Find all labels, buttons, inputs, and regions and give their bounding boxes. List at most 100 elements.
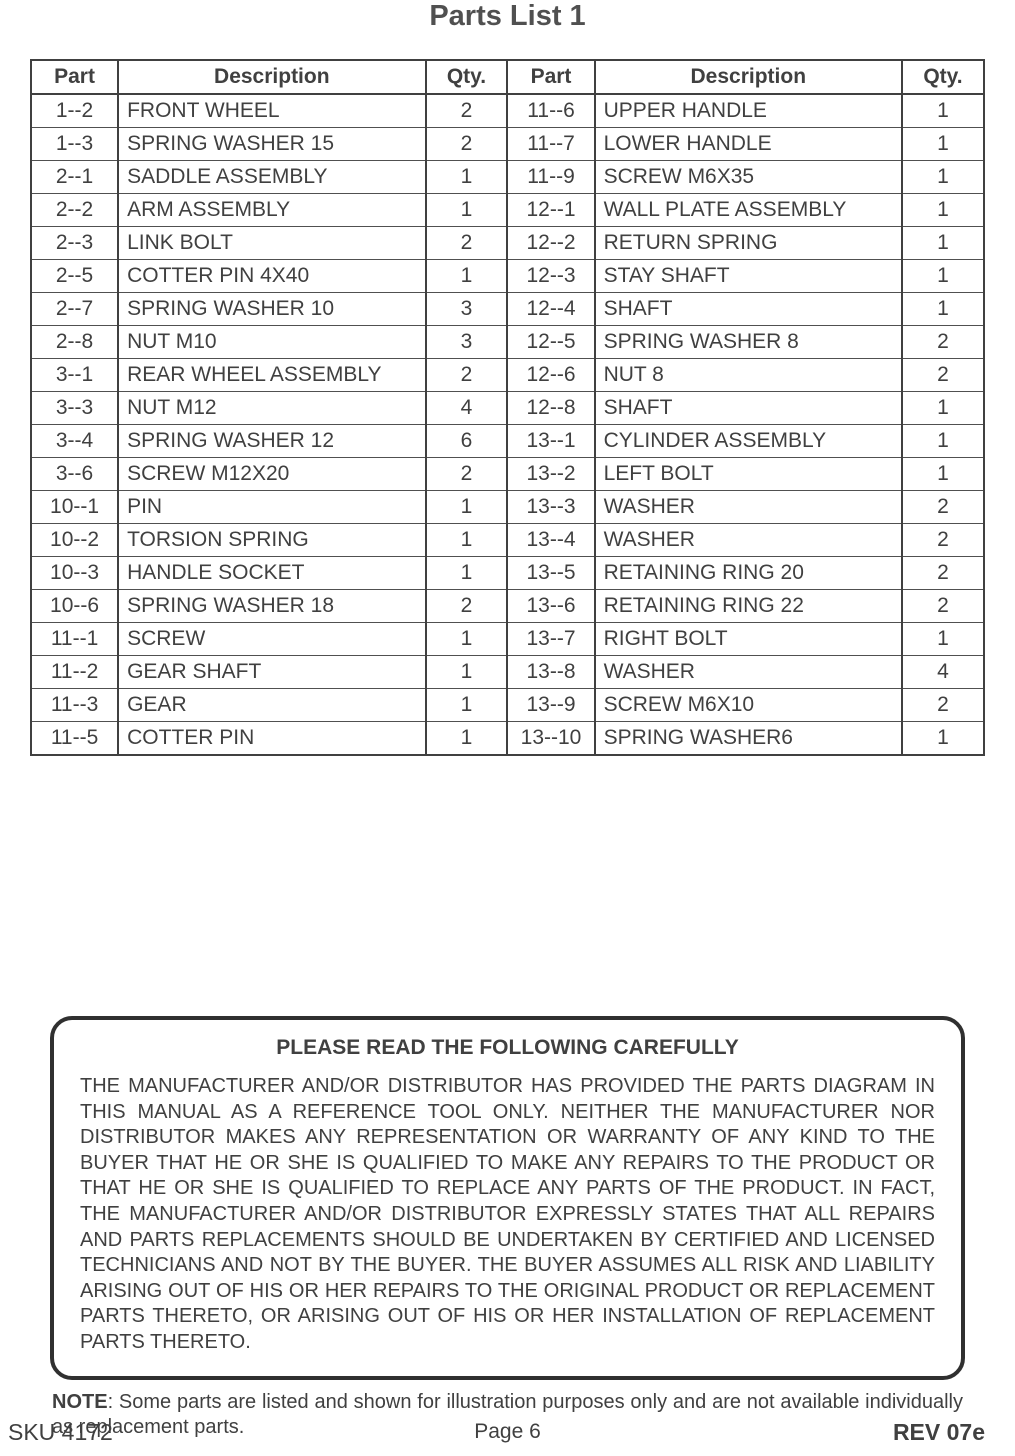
cell-qty: 1	[902, 227, 984, 260]
cell-part: 10--6	[31, 590, 118, 623]
cell-part: 13--2	[507, 458, 594, 491]
cell-part: 1--2	[31, 94, 118, 128]
cell-qty: 1	[426, 722, 508, 756]
cell-desc: SHAFT	[595, 392, 902, 425]
header-qty-left: Qty.	[426, 60, 508, 94]
cell-part: 12--8	[507, 392, 594, 425]
cell-desc: SPRING WASHER 8	[595, 326, 902, 359]
cell-desc: SPRING WASHER6	[595, 722, 902, 756]
notice-box: PLEASE READ THE FOLLOWING CAREFULLY THE …	[50, 1016, 965, 1380]
table-row: 10--3HANDLE SOCKET113--5RETAINING RING 2…	[31, 557, 984, 590]
cell-desc: RETURN SPRING	[595, 227, 902, 260]
table-row: 10--2TORSION SPRING113--4WASHER2	[31, 524, 984, 557]
page-title: Parts List 1	[30, 0, 985, 33]
cell-qty: 2	[426, 227, 508, 260]
cell-part: 11--3	[31, 689, 118, 722]
cell-qty: 1	[426, 491, 508, 524]
cell-part: 12--4	[507, 293, 594, 326]
cell-part: 2--5	[31, 260, 118, 293]
table-row: 3--3NUT M12412--8SHAFT1	[31, 392, 984, 425]
header-desc-left: Description	[118, 60, 425, 94]
cell-qty: 2	[426, 590, 508, 623]
cell-desc: GEAR	[118, 689, 425, 722]
cell-part: 2--8	[31, 326, 118, 359]
cell-part: 11--9	[507, 161, 594, 194]
cell-desc: SADDLE ASSEMBLY	[118, 161, 425, 194]
cell-qty: 2	[902, 524, 984, 557]
cell-qty: 4	[902, 656, 984, 689]
cell-qty: 2	[902, 590, 984, 623]
page: Parts List 1 Part Description Qty. Part …	[0, 0, 1015, 1456]
cell-qty: 2	[426, 94, 508, 128]
cell-qty: 3	[426, 326, 508, 359]
cell-part: 13--10	[507, 722, 594, 756]
table-row: 2--8NUT M10312--5SPRING WASHER 82	[31, 326, 984, 359]
cell-qty: 4	[426, 392, 508, 425]
cell-qty: 1	[426, 194, 508, 227]
cell-qty: 1	[902, 722, 984, 756]
cell-part: 12--1	[507, 194, 594, 227]
table-row: 2--5COTTER PIN 4X40112--3STAY SHAFT1	[31, 260, 984, 293]
note-label: NOTE	[52, 1391, 108, 1413]
cell-desc: SCREW M12X20	[118, 458, 425, 491]
cell-desc: SPRING WASHER 15	[118, 128, 425, 161]
cell-desc: RETAINING RING 20	[595, 557, 902, 590]
cell-qty: 1	[426, 161, 508, 194]
cell-desc: NUT M10	[118, 326, 425, 359]
footer-sku: SKU 4172	[8, 1419, 113, 1446]
cell-part: 13--7	[507, 623, 594, 656]
cell-qty: 1	[426, 260, 508, 293]
cell-desc: TORSION SPRING	[118, 524, 425, 557]
cell-desc: SCREW M6X10	[595, 689, 902, 722]
cell-desc: LINK BOLT	[118, 227, 425, 260]
cell-qty: 6	[426, 425, 508, 458]
cell-qty: 1	[902, 260, 984, 293]
table-row: 3--6SCREW M12X20213--2LEFT BOLT1	[31, 458, 984, 491]
cell-desc: COTTER PIN 4X40	[118, 260, 425, 293]
cell-qty: 1	[902, 458, 984, 491]
cell-part: 10--2	[31, 524, 118, 557]
header-desc-right: Description	[595, 60, 902, 94]
cell-part: 3--6	[31, 458, 118, 491]
cell-qty: 1	[902, 94, 984, 128]
cell-qty: 1	[902, 623, 984, 656]
cell-part: 13--9	[507, 689, 594, 722]
table-row: 11--1SCREW113--7RIGHT BOLT1	[31, 623, 984, 656]
cell-desc: LEFT BOLT	[595, 458, 902, 491]
cell-part: 11--5	[31, 722, 118, 756]
cell-qty: 1	[426, 689, 508, 722]
header-part-left: Part	[31, 60, 118, 94]
cell-desc: WASHER	[595, 524, 902, 557]
cell-qty: 2	[902, 359, 984, 392]
cell-desc: UPPER HANDLE	[595, 94, 902, 128]
table-row: 11--5COTTER PIN113--10SPRING WASHER61	[31, 722, 984, 756]
footer-rev: REV 07e	[893, 1419, 985, 1446]
cell-qty: 1	[426, 524, 508, 557]
cell-part: 13--3	[507, 491, 594, 524]
table-row: 1--3SPRING WASHER 15211--7LOWER HANDLE1	[31, 128, 984, 161]
cell-qty: 2	[426, 128, 508, 161]
cell-desc: SPRING WASHER 18	[118, 590, 425, 623]
cell-qty: 1	[902, 425, 984, 458]
table-header-row: Part Description Qty. Part Description Q…	[31, 60, 984, 94]
cell-part: 13--8	[507, 656, 594, 689]
cell-qty: 2	[426, 458, 508, 491]
cell-desc: RETAINING RING 22	[595, 590, 902, 623]
cell-qty: 1	[902, 161, 984, 194]
cell-part: 10--1	[31, 491, 118, 524]
cell-qty: 1	[426, 656, 508, 689]
table-row: 2--7SPRING WASHER 10312--4SHAFT1	[31, 293, 984, 326]
cell-desc: REAR WHEEL ASSEMBLY	[118, 359, 425, 392]
cell-qty: 3	[426, 293, 508, 326]
cell-qty: 1	[426, 557, 508, 590]
cell-desc: COTTER PIN	[118, 722, 425, 756]
table-row: 1--2FRONT WHEEL211--6UPPER HANDLE1	[31, 94, 984, 128]
cell-desc: GEAR SHAFT	[118, 656, 425, 689]
cell-qty: 1	[902, 293, 984, 326]
cell-qty: 1	[902, 392, 984, 425]
cell-qty: 1	[902, 194, 984, 227]
cell-qty: 2	[426, 359, 508, 392]
cell-part: 11--2	[31, 656, 118, 689]
table-row: 3--4SPRING WASHER 12613--1CYLINDER ASSEM…	[31, 425, 984, 458]
parts-table: Part Description Qty. Part Description Q…	[30, 59, 985, 756]
